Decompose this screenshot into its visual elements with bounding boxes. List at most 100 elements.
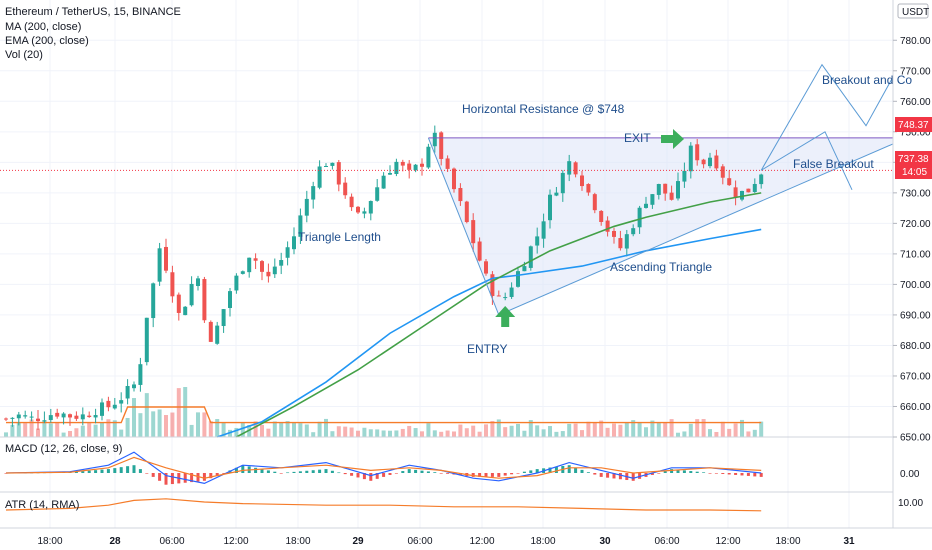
time-axis[interactable]: 18:00 28 06:00 12:00 18:00 29 06:00 12:00 18:00 3…: [37, 536, 855, 547]
candle-body: [490, 274, 495, 296]
macd-hist-bar: [234, 467, 238, 473]
volume-bar: [407, 425, 412, 437]
macd-hist-bar: [567, 465, 571, 473]
candle-body: [228, 291, 232, 308]
volume-bar: [266, 428, 271, 437]
candle-body: [10, 417, 15, 419]
candle-body: [612, 230, 616, 237]
candle-body: [746, 188, 751, 193]
macd-hist-bar: [618, 473, 622, 480]
macd-hist-bar: [241, 465, 245, 473]
volume-bar: [55, 422, 60, 437]
volume-bar: [215, 419, 220, 437]
macd-hist-bar: [535, 469, 539, 473]
time-tick-label: 30: [599, 536, 611, 547]
candle-body: [125, 386, 130, 399]
time-tick-label: 31: [843, 536, 855, 547]
candle-body: [407, 163, 412, 170]
volume-bar: [458, 424, 463, 437]
volume-bar: [100, 422, 104, 437]
macd-hist-bar: [759, 473, 763, 477]
volume-bar: [567, 423, 572, 437]
candle-body: [292, 236, 296, 250]
volume-bar: [592, 422, 597, 437]
volume-bar: [708, 429, 712, 437]
candle-body: [400, 161, 405, 166]
macd-hist-bar: [740, 473, 744, 476]
currency-label: USDT: [902, 7, 929, 18]
volume-bar: [496, 419, 501, 437]
candle-body: [528, 246, 533, 268]
candle-body: [656, 184, 661, 195]
last-price-badge: [895, 151, 932, 179]
macd-hist-bar: [356, 473, 360, 478]
indicator-ema[interactable]: EMA (200, close): [5, 35, 89, 47]
price-tick-label: 720.00: [900, 219, 931, 230]
candle-body: [375, 187, 380, 201]
currency-box[interactable]: [897, 3, 929, 19]
candle-body: [144, 317, 149, 363]
macd-hist-bar: [650, 473, 654, 475]
macd-hist-bar: [695, 471, 699, 473]
indicator-vol[interactable]: Vol (20): [5, 49, 43, 61]
volume-bar: [125, 417, 130, 437]
volume-bar: [637, 422, 642, 437]
volume-bar: [599, 420, 604, 437]
volume-bar: [759, 421, 764, 437]
candle-body: [720, 166, 725, 178]
candle-body: [279, 260, 284, 266]
price-tick-label: 760.00: [900, 97, 931, 108]
price-tick-label: 680.00: [900, 341, 931, 352]
volume-bar: [80, 425, 85, 437]
macd-hist-bar: [670, 469, 674, 473]
candle-body: [253, 258, 258, 261]
macd-hist-bar: [446, 473, 450, 474]
resistance-label: Horizontal Resistance @ $748: [462, 102, 625, 116]
volume-bar: [362, 427, 367, 437]
candle-body: [36, 418, 40, 422]
macd-hist-bar: [158, 473, 162, 481]
candle-body: [554, 192, 559, 196]
candle-body: [452, 168, 456, 190]
macd-hist-bar: [433, 472, 437, 473]
macd-hist-bar: [305, 470, 309, 473]
indicator-ma[interactable]: MA (200, close): [5, 21, 81, 33]
time-tick-label: 18:00: [775, 536, 800, 547]
macd-hist-bar: [503, 473, 507, 476]
chart-title: Ethereum / TetherUS, 15, BINANCE: [5, 6, 181, 18]
candle-body: [132, 384, 136, 389]
candle-body: [394, 161, 399, 174]
volume-bar: [605, 427, 610, 437]
volume-bar: [16, 422, 21, 437]
price-tick-label: 700.00: [900, 280, 931, 291]
time-tick-label: 28: [109, 536, 121, 547]
volume-bar: [106, 419, 111, 437]
volume-bar: [260, 424, 264, 437]
volume-bar: [612, 423, 616, 437]
macd-hist-bar: [145, 473, 149, 474]
candle-body: [189, 283, 194, 306]
volume-bar: [586, 421, 591, 437]
macd-hist-bar: [439, 473, 443, 474]
volume-bar: [48, 423, 53, 437]
candle-body: [42, 420, 47, 422]
candle-body: [708, 157, 712, 167]
candle-body: [592, 194, 597, 211]
volume-bar: [183, 387, 188, 437]
candle-body: [311, 186, 316, 200]
macd-hist-bar: [734, 473, 738, 475]
volume-bar: [580, 430, 584, 437]
macd-hist-bar: [593, 473, 597, 475]
volume-bar: [477, 431, 482, 437]
candle-body: [560, 172, 565, 194]
price-tick-label: 660.00: [900, 402, 931, 413]
volume-bar: [29, 419, 34, 437]
volume-bar: [349, 427, 354, 437]
candle-body: [759, 174, 764, 185]
candle-body: [80, 414, 85, 420]
candle-body: [573, 162, 578, 175]
volume-bar: [714, 431, 719, 437]
macd-hist-bar: [369, 473, 373, 481]
candle-body: [23, 415, 28, 417]
volume-bar: [202, 412, 207, 437]
